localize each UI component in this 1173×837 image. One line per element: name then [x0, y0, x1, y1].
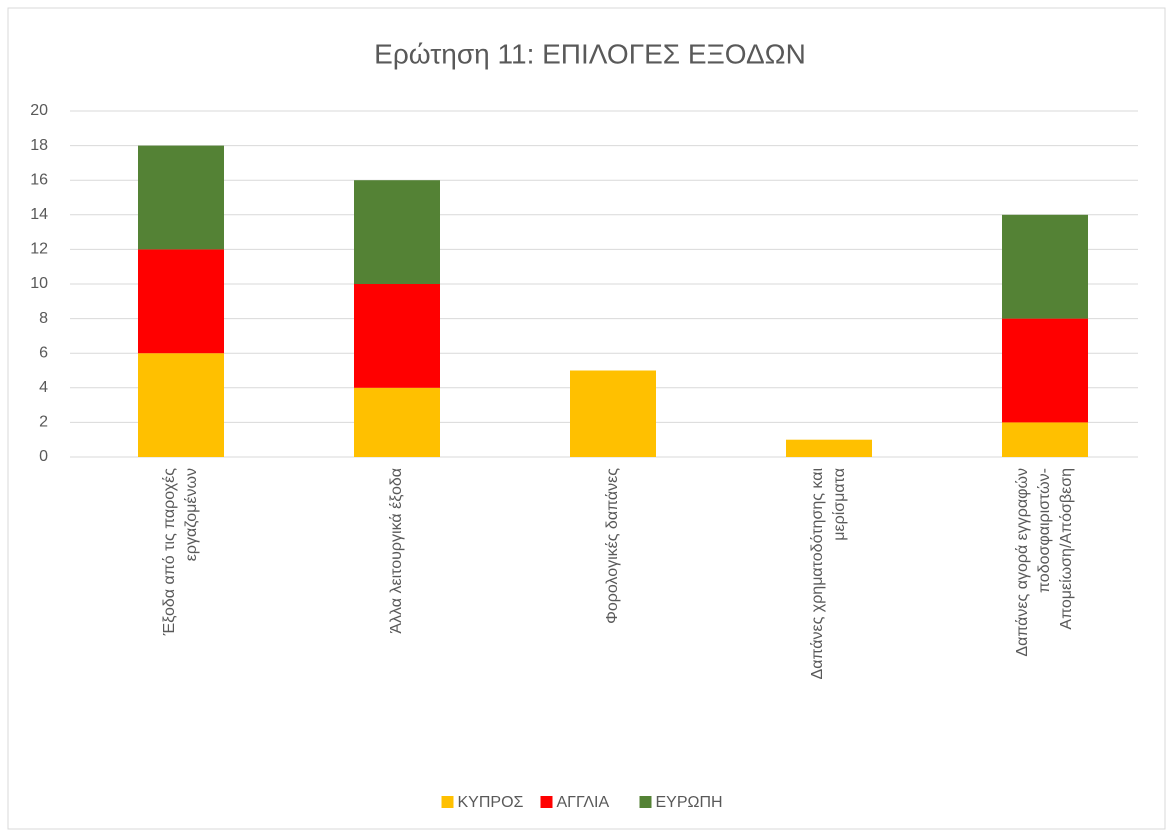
x-tick-label: Φορολογικές δαπάνες — [604, 468, 621, 624]
y-tick-label: 16 — [30, 171, 48, 188]
bar-segment — [570, 370, 656, 457]
bar-segment — [138, 249, 224, 354]
legend-label: ΕΥΡΩΠΗ — [656, 794, 723, 811]
x-tick-label: Δαπάνες αγορά εγγραφών ποδοσφαιριστών- Απο… — [1014, 468, 1075, 657]
legend-label: ΑΓΓΛΙΑ — [557, 794, 610, 811]
bar-segment — [786, 439, 872, 457]
y-tick-label: 20 — [30, 102, 48, 119]
legend-swatch — [540, 796, 553, 808]
chart-title: Ερώτηση 11: ΕΠΙΛΟΓΕΣ ΕΞΟΔΩΝ — [374, 38, 806, 69]
y-tick-label: 14 — [30, 206, 48, 223]
y-tick-label: 12 — [30, 241, 48, 258]
y-tick-label: 4 — [39, 379, 48, 396]
y-tick-label: 10 — [30, 275, 48, 292]
x-tick-label: Έξοδα από τις παροχές εργαζομένων — [161, 468, 200, 637]
bar-segment — [1002, 318, 1088, 423]
legend-swatch — [639, 796, 652, 808]
y-tick-label: 6 — [39, 344, 48, 361]
bar-segment — [138, 145, 224, 250]
y-tick-label: 18 — [30, 137, 48, 154]
bar-segment — [1002, 214, 1088, 319]
x-tick-label: Άλλα λειτουργικά έξοδα — [388, 468, 405, 634]
bar-segment — [354, 387, 440, 457]
y-tick-label: 0 — [39, 448, 48, 465]
legend-swatch — [441, 796, 454, 808]
y-tick-label: 2 — [39, 414, 48, 431]
bar-segment — [1002, 422, 1088, 457]
bar-segment — [354, 180, 440, 284]
bar-segment — [354, 284, 440, 388]
legend-label: ΚΥΠΡΟΣ — [458, 794, 524, 811]
x-tick-label: Δαπάνες χρηματοδότησης και μερίσματα — [809, 468, 848, 680]
bar-segment — [138, 353, 224, 457]
y-tick-label: 8 — [39, 310, 48, 327]
